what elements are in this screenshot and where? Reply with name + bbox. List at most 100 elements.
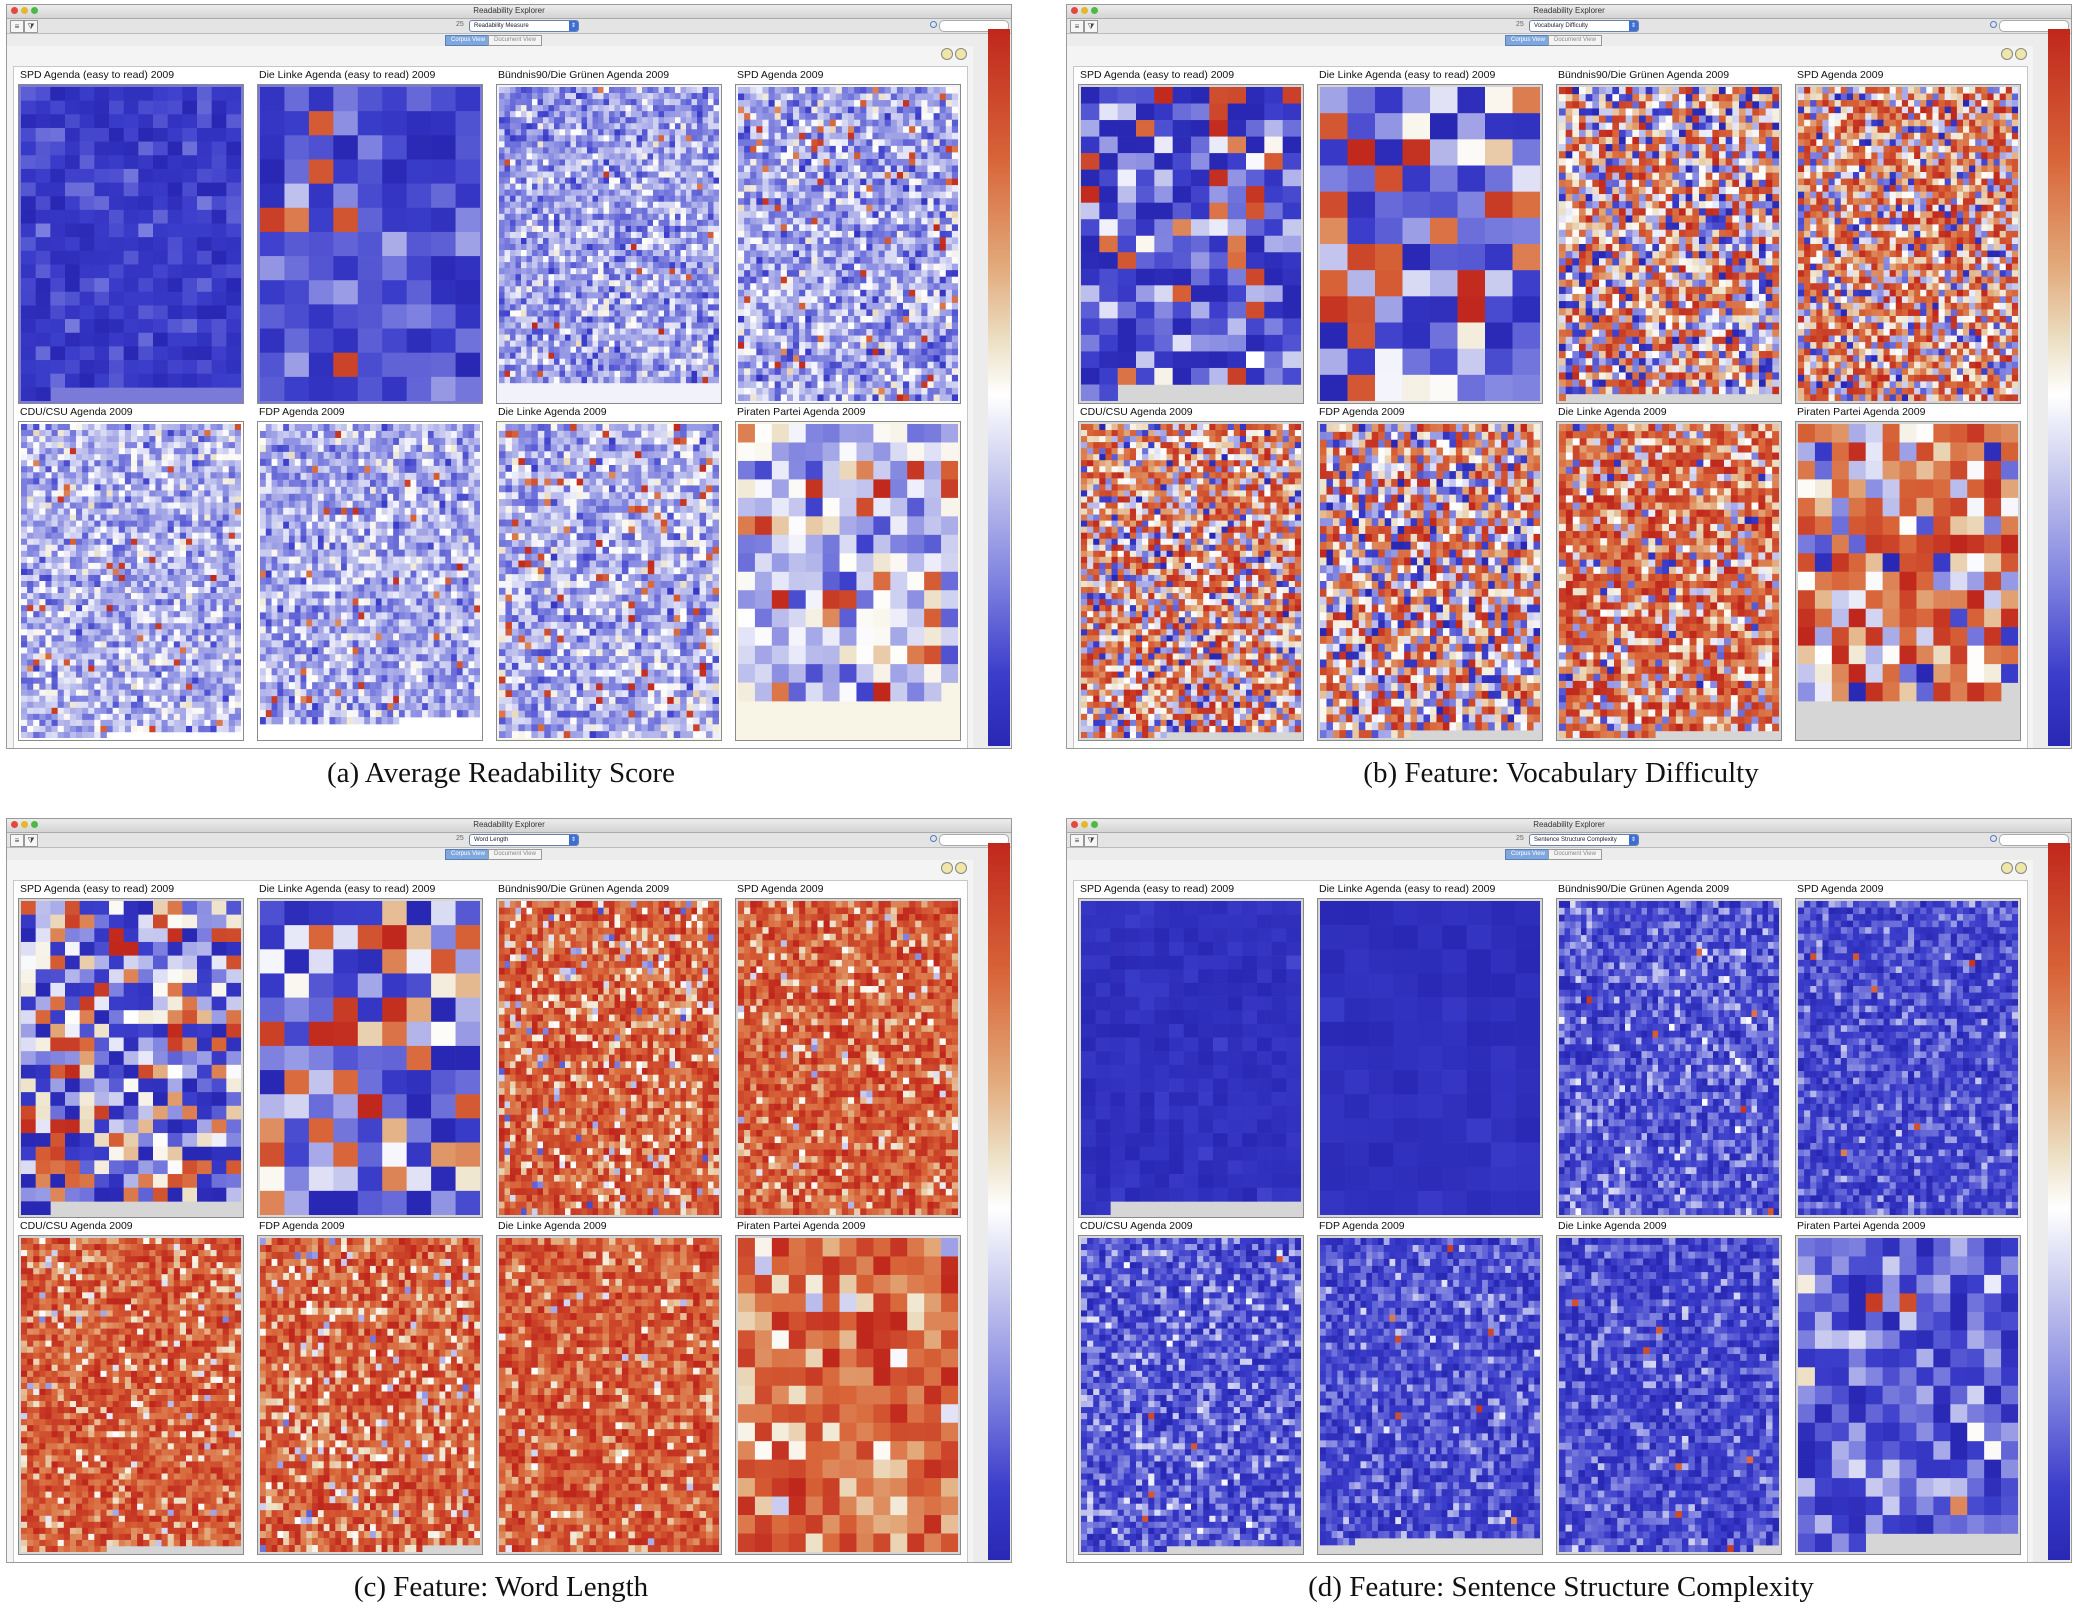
heatmap-cell[interactable] — [119, 472, 125, 478]
heatmap-cell[interactable] — [143, 551, 149, 557]
heatmap-cell[interactable] — [762, 172, 768, 179]
heatmap-cell[interactable] — [180, 430, 186, 436]
heatmap-cell[interactable] — [593, 353, 599, 359]
heatmap-cell[interactable] — [824, 323, 830, 330]
heatmap-cell[interactable] — [100, 551, 106, 557]
heatmap-cell[interactable] — [516, 166, 522, 172]
heatmap-cell[interactable] — [750, 224, 756, 231]
heatmap-cell[interactable] — [565, 147, 571, 153]
heatmap-cell[interactable] — [45, 460, 51, 466]
heatmap-cell[interactable] — [576, 147, 582, 153]
heatmap-cell[interactable] — [781, 159, 787, 166]
heatmap-cell[interactable] — [872, 309, 878, 316]
heatmap-cell[interactable] — [793, 388, 799, 395]
heatmap-cell[interactable] — [921, 205, 927, 212]
heatmap-cell[interactable] — [212, 278, 227, 292]
heatmap-cell[interactable] — [860, 388, 866, 395]
heatmap-cell[interactable] — [940, 198, 946, 205]
heatmap-cell[interactable] — [670, 244, 676, 250]
heatmap-cell[interactable] — [811, 257, 817, 264]
heatmap-cell[interactable] — [664, 123, 670, 129]
heatmap-cell[interactable] — [382, 184, 407, 208]
heatmap-cell[interactable] — [235, 545, 241, 551]
heatmap-cell[interactable] — [824, 133, 830, 140]
heatmap-cell[interactable] — [180, 466, 186, 472]
heatmap-cell[interactable] — [620, 341, 626, 347]
heatmap-cell[interactable] — [65, 128, 80, 142]
heatmap-cell[interactable] — [934, 126, 940, 133]
heatmap-cell[interactable] — [793, 270, 799, 277]
heatmap-cell[interactable] — [648, 335, 654, 341]
heatmap-cell[interactable] — [692, 214, 698, 220]
heatmap-cell[interactable] — [879, 152, 885, 159]
heatmap-cell[interactable] — [50, 237, 65, 251]
heatmap-cell[interactable] — [872, 198, 878, 205]
heatmap-cell[interactable] — [576, 298, 582, 304]
heatmap-cell[interactable] — [866, 296, 872, 303]
heatmap-cell[interactable] — [571, 184, 577, 190]
heatmap-cell[interactable] — [946, 257, 952, 264]
heatmap-cell[interactable] — [686, 178, 692, 184]
heatmap-cell[interactable] — [198, 436, 204, 442]
heatmap-cell[interactable] — [65, 333, 80, 347]
heatmap-cell[interactable] — [824, 251, 830, 258]
heatmap-cell[interactable] — [824, 244, 830, 251]
heatmap-cell[interactable] — [532, 232, 538, 238]
heatmap-cell[interactable] — [21, 142, 36, 156]
heatmap-cell[interactable] — [168, 128, 183, 142]
heatmap-cell[interactable] — [909, 349, 915, 356]
heatmap-cell[interactable] — [620, 323, 626, 329]
heatmap-cell[interactable] — [499, 286, 505, 292]
heatmap-cell[interactable] — [681, 238, 687, 244]
heatmap-cell[interactable] — [824, 303, 830, 310]
heatmap-cell[interactable] — [872, 290, 878, 297]
heatmap-cell[interactable] — [836, 303, 842, 310]
heatmap-cell[interactable] — [33, 442, 39, 448]
heatmap-cell[interactable] — [681, 274, 687, 280]
heatmap-cell[interactable] — [708, 262, 714, 268]
heatmap-cell[interactable] — [659, 184, 665, 190]
heatmap-cell[interactable] — [284, 329, 309, 353]
heatmap-cell[interactable] — [842, 139, 848, 146]
heatmap-cell[interactable] — [204, 496, 210, 502]
heatmap-cell[interactable] — [155, 521, 161, 527]
heatmap-cell[interactable] — [897, 316, 903, 323]
heatmap-cell[interactable] — [824, 277, 830, 284]
heatmap-cell[interactable] — [554, 256, 560, 262]
heatmap-cell[interactable] — [609, 323, 615, 329]
heatmap-cell[interactable] — [143, 484, 149, 490]
heatmap-cell[interactable] — [952, 237, 958, 244]
heatmap-cell[interactable] — [109, 333, 124, 347]
heatmap-cell[interactable] — [36, 224, 51, 238]
heatmap-cell[interactable] — [543, 341, 549, 347]
heatmap-cell[interactable] — [521, 153, 527, 159]
heatmap-cell[interactable] — [58, 442, 64, 448]
heatmap-cell[interactable] — [560, 105, 566, 111]
heatmap-cell[interactable] — [576, 226, 582, 232]
heatmap-cell[interactable] — [153, 114, 168, 128]
heatmap-cell[interactable] — [45, 424, 51, 430]
heatmap-cell[interactable] — [626, 268, 632, 274]
heatmap-cell[interactable] — [198, 509, 204, 515]
heatmap-cell[interactable] — [781, 120, 787, 127]
heatmap-cell[interactable] — [781, 388, 787, 395]
heatmap-cell[interactable] — [212, 196, 227, 210]
heatmap-cell[interactable] — [587, 93, 593, 99]
heatmap-cell[interactable] — [52, 454, 58, 460]
heatmap-cell[interactable] — [527, 292, 533, 298]
heatmap-cell[interactable] — [527, 323, 533, 329]
heatmap-cell[interactable] — [692, 220, 698, 226]
heatmap-cell[interactable] — [744, 368, 750, 375]
heatmap-cell[interactable] — [186, 436, 192, 442]
heatmap-cell[interactable] — [860, 218, 866, 225]
heatmap-cell[interactable] — [554, 329, 560, 335]
heatmap-cell[interactable] — [738, 336, 744, 343]
heatmap-cell[interactable] — [664, 184, 670, 190]
heatmap-cell[interactable] — [21, 509, 27, 515]
heatmap-cell[interactable] — [703, 172, 709, 178]
heatmap-cell[interactable] — [775, 296, 781, 303]
heatmap-cell[interactable] — [615, 159, 621, 165]
heatmap-cell[interactable] — [686, 111, 692, 117]
heatmap-cell[interactable] — [36, 210, 51, 224]
heatmap-cell[interactable] — [593, 93, 599, 99]
